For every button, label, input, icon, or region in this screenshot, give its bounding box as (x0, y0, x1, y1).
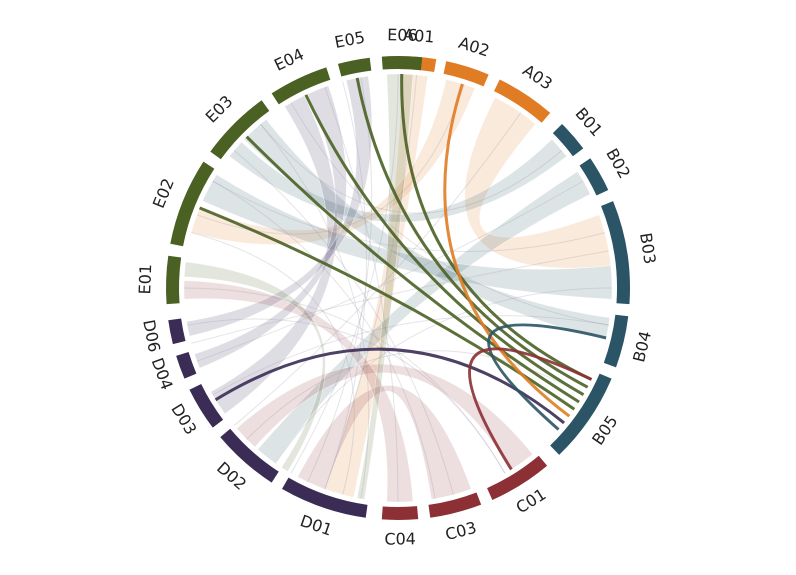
segment-arc-d01[interactable] (282, 477, 368, 518)
segment-arc-d03[interactable] (189, 384, 224, 428)
segment-label-a01: A01 (403, 25, 436, 47)
segment-label-b03: B03 (636, 231, 660, 265)
segment-arc-c03[interactable] (428, 492, 482, 518)
ribbon-e06-d01 (356, 73, 414, 500)
segment-arc-e04[interactable] (271, 67, 331, 105)
segment-label-e01: E01 (135, 264, 155, 295)
thread-2 (233, 112, 522, 426)
segment-label-b04: B04 (629, 329, 655, 364)
thread-6 (274, 287, 613, 464)
link-c01-b05 (468, 347, 593, 471)
segment-arc-a03[interactable] (494, 79, 551, 123)
segment-label-e05: E05 (333, 27, 367, 51)
segment-label-c04: C04 (384, 529, 416, 548)
segment-label-c01: C01 (513, 484, 550, 517)
segment-arc-layer (166, 56, 630, 521)
ribbon-d06-e05 (186, 75, 373, 337)
segment-arc-d04[interactable] (176, 352, 197, 379)
ribbon-layer (183, 73, 613, 503)
thread-19 (324, 81, 367, 490)
segment-arc-e01[interactable] (166, 255, 182, 305)
segment-arc-e03[interactable] (210, 100, 270, 160)
thread-14 (212, 315, 609, 396)
segment-label-b02: B02 (602, 145, 634, 182)
segment-label-e02: E02 (149, 176, 178, 211)
segment-arc-b04[interactable] (603, 314, 629, 368)
ribbon-a03-b03 (464, 96, 612, 269)
segment-arc-d06[interactable] (168, 318, 186, 345)
segment-label-d01: D01 (298, 511, 335, 540)
thread-8 (187, 318, 506, 474)
thread-7 (290, 102, 609, 326)
thread-0 (324, 74, 418, 490)
link-e06-b05 (400, 74, 593, 381)
thread-17 (212, 180, 436, 499)
segment-arc-e02[interactable] (170, 161, 215, 247)
segment-label-d02: D02 (213, 458, 250, 494)
link-a02-b05 (443, 83, 571, 418)
segment-label-e03: E03 (202, 92, 237, 127)
ribbon-d03-e04 (210, 95, 338, 415)
segment-label-d06: D06 (139, 318, 164, 354)
thread-4 (196, 180, 584, 362)
segment-label-a03: A03 (519, 60, 556, 93)
segment-arc-c04[interactable] (381, 506, 419, 521)
segment-label-e04: E04 (271, 45, 307, 75)
thread-15 (191, 250, 609, 344)
segment-label-d04: D04 (148, 355, 177, 392)
link-b04-b05 (487, 323, 607, 431)
link-e03-b05 (245, 135, 580, 404)
segment-label-c03: C03 (443, 518, 478, 544)
ribbon-b04-e03 (243, 118, 611, 341)
segment-label-b05: B05 (588, 412, 621, 449)
ribbon-a01-d01 (324, 73, 429, 498)
thread-11 (191, 232, 355, 495)
segment-label-d03: D03 (167, 400, 200, 438)
segment-arc-b05[interactable] (550, 373, 612, 455)
ribbon-d04-e04 (194, 85, 347, 369)
ribbon-b03-e02 (202, 174, 613, 300)
segment-label-a02: A02 (456, 33, 492, 61)
segment-arc-c01[interactable] (487, 455, 548, 500)
ribbon-e01-d02 (183, 261, 326, 472)
thread-13 (246, 350, 584, 440)
segment-label-b01: B01 (571, 104, 606, 140)
segment-arc-e06[interactable] (381, 56, 423, 71)
segment-arc-d02[interactable] (220, 428, 279, 483)
thread-20 (290, 73, 399, 474)
thread-9 (233, 150, 454, 495)
ribbon-c04-e01 (183, 280, 414, 503)
segment-arc-b01[interactable] (552, 123, 584, 157)
segment-label-e06: E06 (387, 25, 418, 45)
ribbon-c01-d02 (236, 363, 534, 470)
segment-arc-b02[interactable] (579, 158, 609, 196)
link-e04-b05 (304, 94, 585, 396)
ribbon-b02-d02 (257, 171, 591, 464)
ribbon-a02-e02 (190, 79, 476, 245)
thread-18 (260, 123, 370, 499)
segment-arc-a02[interactable] (443, 61, 489, 87)
segment-arc-e05[interactable] (337, 57, 372, 77)
ribbon-c03-d01 (297, 385, 472, 500)
thread-16 (183, 287, 506, 474)
segment-arc-b03[interactable] (601, 201, 630, 305)
